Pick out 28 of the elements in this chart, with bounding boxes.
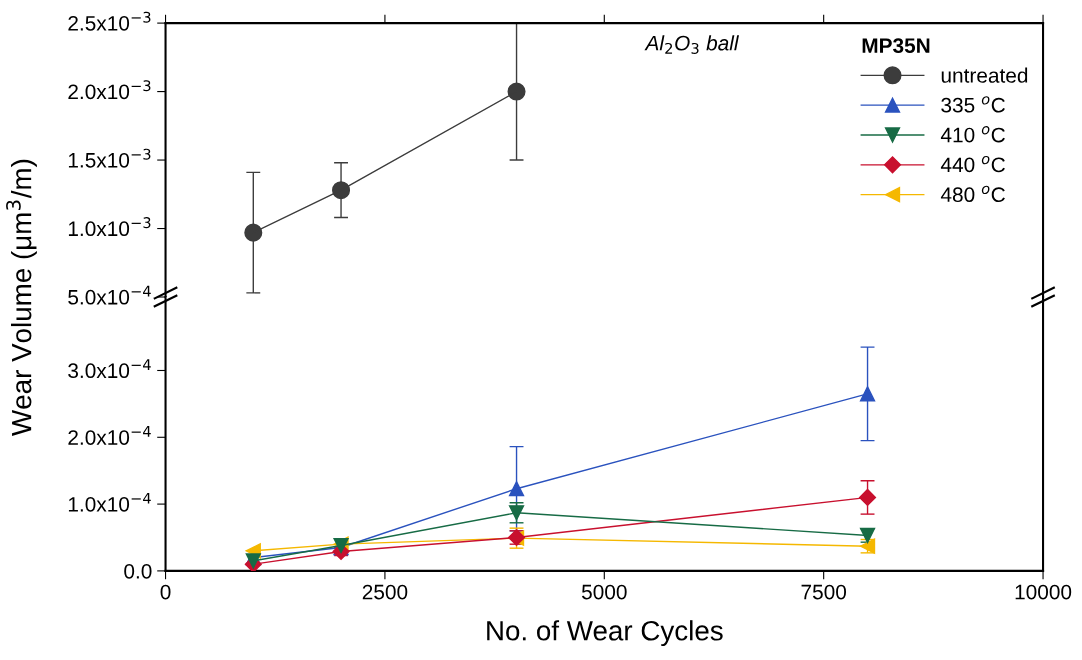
x-axis-title: No. of Wear Cycles (487, 620, 723, 647)
x-tick-label: 7500 (801, 584, 847, 600)
y-tick-label: 1.5x10$^{−3}$ (68, 148, 151, 168)
annotation: Al$_{2}$O$_{3}$ ball (644, 35, 739, 54)
x-tick-label: 0 (160, 584, 171, 600)
y-tick-label: 2.5x10$^{−3}$ (68, 11, 151, 31)
y-tick-label: 2.0x10$^{−3}$ (68, 80, 151, 100)
legend-label: 480 $^{o}$C (940, 185, 1005, 203)
point (859, 386, 876, 402)
point (332, 181, 351, 200)
y-tick-label: 5.0x10$^{−4}$ (68, 285, 151, 305)
x-tick-label: 2500 (362, 584, 408, 600)
y-axis-title: Wear Volume (μm$^{3}$/m) (6, 159, 37, 436)
y-tick-label: 3.0x10$^{−4}$ (68, 359, 151, 379)
y-tick-label: 0.0 (124, 563, 152, 579)
y-tick-label: 1.0x10$^{−4}$ (68, 492, 151, 512)
point (244, 223, 263, 242)
legend-label: 410 $^{o}$C (940, 126, 1005, 143)
legend-label: 335 $^{o}$C (941, 96, 1005, 113)
legend-label: untreated (941, 67, 1028, 83)
legend-label: 440 $^{o}$C (940, 155, 1005, 173)
point (508, 481, 525, 497)
y-tick-label: 2.0x10$^{−4}$ (68, 426, 151, 445)
x-tick-label: 10000 (1015, 584, 1072, 600)
legend-title: MP35N (862, 38, 930, 54)
y-tick-label: 1.0x10$^{−3}$ (68, 217, 151, 237)
x-tick-label: 5000 (581, 584, 627, 600)
point (507, 82, 526, 101)
